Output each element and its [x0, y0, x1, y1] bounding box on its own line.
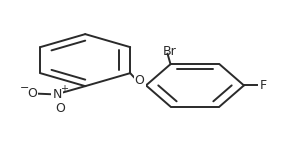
Text: O: O — [56, 102, 66, 115]
Text: N: N — [52, 88, 62, 101]
Text: F: F — [260, 79, 267, 92]
Text: O: O — [135, 74, 145, 87]
Text: +: + — [60, 84, 69, 94]
Text: Br: Br — [163, 45, 177, 58]
Text: O: O — [27, 87, 37, 100]
Text: −: − — [20, 83, 29, 93]
